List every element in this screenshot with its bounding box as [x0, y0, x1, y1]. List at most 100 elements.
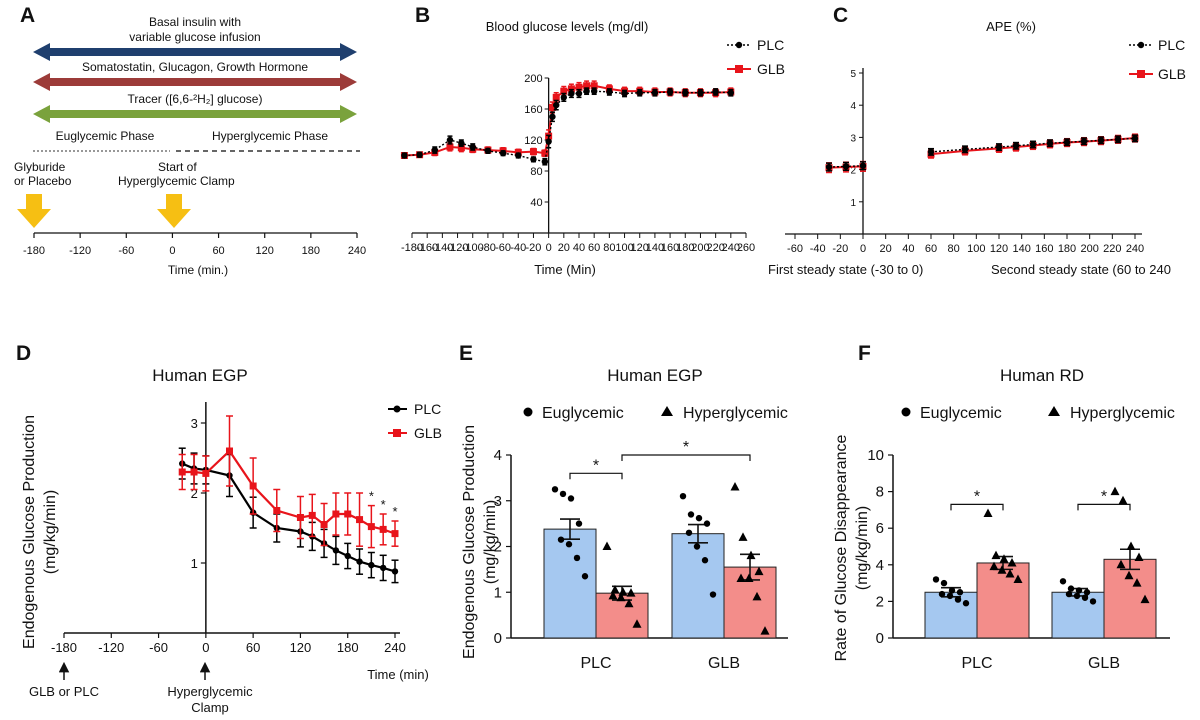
- euglycemic-phase-label: Euglycemic Phase: [56, 129, 155, 143]
- data-point-plc: [583, 87, 590, 95]
- x-tick-label: 60: [925, 243, 937, 255]
- panel-d-event-clamp: Clamp: [191, 700, 229, 715]
- category-label: GLB: [1088, 655, 1120, 672]
- x-tick-label: -180: [51, 640, 77, 655]
- scatter-point: [679, 492, 687, 500]
- x-tick-label: 180: [1058, 243, 1076, 255]
- data-point-plc: [682, 89, 689, 96]
- panel-c: C APE (%) -60 -40 -20 0 20 40 60 80 100 120 140 160…: [768, 4, 1186, 277]
- panel-e-label: E: [459, 342, 473, 365]
- panel-f-title: Human RD: [1000, 366, 1084, 385]
- panel-e-ylabel-unit: (mg/kg/min): [482, 500, 499, 584]
- x-tick-label: 240: [1126, 243, 1144, 255]
- data-point-plc: [391, 568, 399, 575]
- data-point-plc: [458, 139, 465, 147]
- panel-e-legend: Euglycemic Hyperglycemic: [523, 405, 788, 422]
- scatter-point: [1083, 589, 1091, 596]
- scatter-point: [1118, 495, 1128, 505]
- panel-f-legend-hyper: Hyperglycemic: [1070, 405, 1175, 422]
- scatter-point: [581, 573, 589, 580]
- data-point-plc: [344, 552, 351, 560]
- y-tick-label: 0: [494, 630, 502, 647]
- y-tick-label: 40: [530, 197, 542, 209]
- panel-e-plot: 0 1 2 3 4 PLC GLB * *: [494, 439, 788, 672]
- data-point-plc: [484, 147, 492, 155]
- scatter-point: [736, 573, 746, 583]
- x-tick-label: -140: [431, 242, 453, 254]
- tick-label: 180: [302, 245, 320, 257]
- scatter-point: [730, 482, 740, 491]
- data-point-plc: [927, 148, 935, 156]
- clamp-start-arrow-icon: [157, 194, 191, 228]
- scatter-point: [618, 587, 628, 596]
- scatter-point: [1126, 541, 1136, 550]
- x-tick-label: 120: [290, 640, 312, 655]
- scatter-point: [1140, 594, 1150, 604]
- data-point-plc: [636, 89, 643, 96]
- scatter-point: [1124, 570, 1134, 580]
- glyburide-label-2: or Placebo: [14, 174, 72, 188]
- x-tick-label: -180: [401, 242, 423, 254]
- significance-star: *: [593, 457, 599, 474]
- y-tick-label: 120: [524, 135, 542, 147]
- x-tick-label: 120: [631, 242, 649, 254]
- series-line-plc-1: [930, 137, 1136, 153]
- x-tick-label: 160: [661, 242, 679, 254]
- data-point-plc: [379, 564, 387, 572]
- scatter-point: [946, 592, 954, 600]
- significance-bracket: [621, 454, 751, 461]
- scatter-point: [738, 532, 748, 541]
- x-tick-label: -160: [416, 242, 438, 254]
- y-tick-label: 2: [850, 166, 856, 177]
- x-tick-label: -120: [98, 640, 124, 655]
- x-tick-label: 140: [1012, 243, 1030, 255]
- scatter-point: [1065, 590, 1073, 598]
- series-line-glb-0: [404, 84, 731, 157]
- scatter-point: [744, 573, 754, 583]
- scatter-point: [573, 554, 581, 562]
- scatter-point: [559, 490, 567, 498]
- scatter-point: [754, 566, 764, 576]
- y-tick-label: 4: [494, 447, 502, 464]
- scatter-point: [983, 508, 993, 518]
- scatter-point: [551, 486, 559, 493]
- panel-e: E Human EGP Euglycemic Hyperglycemic End…: [459, 342, 788, 672]
- data-point-glb: [202, 469, 210, 477]
- data-point-plc: [530, 156, 537, 163]
- panel-d-ylabel-unit: (mg/kg/min): [42, 490, 59, 574]
- data-point-plc: [1029, 141, 1037, 148]
- significance-star: *: [381, 497, 386, 512]
- data-point-plc: [568, 90, 575, 97]
- x-tick-label: 160: [1035, 243, 1053, 255]
- data-point-plc: [545, 138, 552, 145]
- panel-c-legend: PLC GLB: [1129, 37, 1186, 82]
- significance-star: *: [974, 488, 980, 505]
- data-point-glb: [273, 507, 281, 514]
- x-tick-label: 0: [860, 243, 866, 255]
- tracer-text: Tracer ([6,6-²H₂] glucose): [128, 92, 263, 106]
- tick-label: -180: [23, 245, 45, 257]
- x-tick-label: 40: [902, 243, 914, 255]
- panel-b-legend: PLC GLB: [727, 37, 785, 77]
- x-tick-label: -20: [526, 242, 542, 254]
- scatter-point: [948, 587, 956, 594]
- y-tick-label: 3: [494, 493, 502, 510]
- data-point-plc: [666, 88, 674, 96]
- x-tick-label: 100: [967, 243, 985, 255]
- data-point-glb: [379, 525, 387, 533]
- x-tick-label: 180: [337, 640, 359, 655]
- y-tick-label: 2: [876, 593, 884, 610]
- data-point-glb: [320, 521, 328, 528]
- significance-bracket: [569, 472, 623, 480]
- scatter-point: [1073, 592, 1081, 600]
- data-point-plc: [469, 143, 476, 151]
- x-tick-label: -60: [495, 242, 511, 254]
- scatter-point: [932, 576, 940, 583]
- panel-d: D Human EGP Endogenous Glucose Productio…: [16, 342, 442, 715]
- y-tick-label: 1: [850, 198, 856, 209]
- panel-a-label: A: [20, 4, 35, 27]
- x-tick-label: -20: [832, 243, 848, 255]
- data-point-glb: [552, 93, 560, 101]
- data-point-plc: [541, 158, 549, 165]
- data-point-plc: [697, 89, 704, 96]
